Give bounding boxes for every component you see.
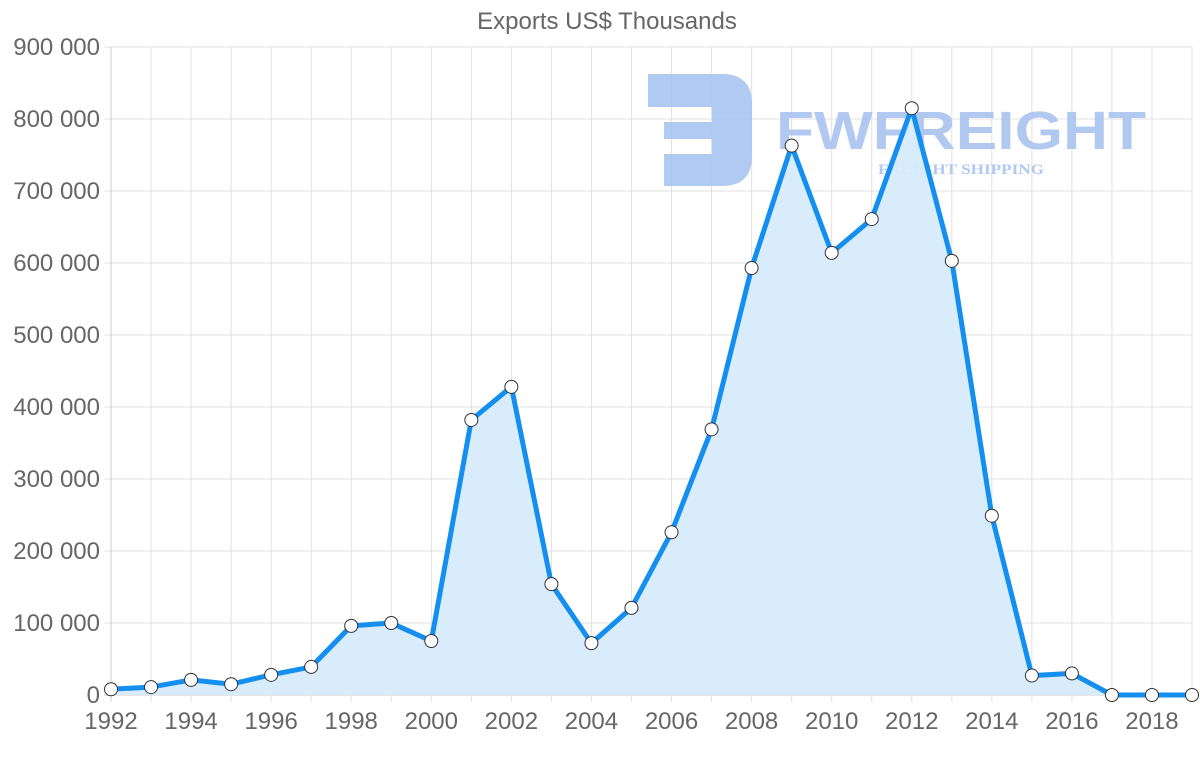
watermark-brand: FWFREIGHT (776, 101, 1146, 161)
x-tick-label: 2018 (1125, 708, 1178, 735)
data-point[interactable] (504, 379, 519, 394)
x-tick-label: 1996 (244, 708, 297, 735)
data-points (104, 101, 1199, 702)
x-tick-label: 2008 (725, 708, 778, 735)
x-tick-label: 2000 (405, 708, 458, 735)
y-tick-label: 200 000 (13, 538, 100, 565)
x-axis: 1992 1994 1996 1998 2000 2002 2004 2006 2008 2010… (84, 708, 1178, 735)
data-point[interactable] (184, 672, 199, 687)
data-point[interactable] (344, 618, 359, 633)
data-point[interactable] (384, 616, 399, 630)
y-tick-label: 900 000 (13, 34, 100, 61)
x-tick-label: 2004 (565, 708, 618, 735)
area-fill (111, 108, 1192, 695)
data-point[interactable] (464, 412, 479, 427)
data-point[interactable] (144, 680, 159, 695)
x-tick-label: 2016 (1045, 708, 1098, 735)
y-tick-label: 700 000 (13, 178, 100, 205)
data-point[interactable] (224, 677, 239, 692)
y-tick-label: 500 000 (13, 322, 100, 349)
y-tick-label: 100 000 (13, 610, 100, 637)
data-point[interactable] (904, 101, 919, 116)
y-tick-label: 0 (87, 682, 100, 709)
x-tick-label: 1994 (164, 708, 217, 735)
data-point[interactable] (664, 525, 679, 540)
x-tick-label: 2006 (645, 708, 698, 735)
data-point[interactable] (1064, 666, 1079, 681)
x-tick-label: 1998 (325, 708, 378, 735)
data-point[interactable] (1024, 668, 1039, 683)
data-point[interactable] (104, 682, 118, 697)
y-tick-label: 600 000 (13, 250, 100, 277)
data-point[interactable] (544, 577, 559, 592)
data-point[interactable] (584, 636, 599, 651)
y-tick-label: 300 000 (13, 466, 100, 493)
chart-title: Exports US$ Thousands (477, 8, 737, 35)
data-point[interactable] (1144, 688, 1159, 702)
x-tick-label: 2012 (885, 708, 938, 735)
x-tick-label: 2010 (805, 708, 858, 735)
y-axis: 0 100 000 200 000 300 000 400 000 500 000 600 … (13, 34, 100, 709)
y-tick-label: 400 000 (13, 394, 100, 421)
data-point[interactable] (264, 667, 279, 682)
data-point[interactable] (784, 138, 799, 153)
y-tick-label: 800 000 (13, 106, 100, 133)
x-tick-label: 2014 (965, 708, 1018, 735)
data-point[interactable] (624, 600, 639, 615)
data-point[interactable] (744, 261, 759, 276)
series-line (110, 105, 1192, 698)
data-point[interactable] (984, 508, 999, 523)
data-point[interactable] (704, 422, 719, 437)
data-point[interactable] (1185, 688, 1199, 702)
x-tick-label: 1992 (84, 708, 137, 735)
logo-icon (648, 74, 752, 186)
data-point[interactable] (864, 212, 879, 227)
data-point[interactable] (824, 245, 839, 260)
data-point[interactable] (944, 253, 959, 268)
data-point[interactable] (424, 634, 439, 648)
x-tick-label: 2002 (485, 708, 538, 735)
data-point[interactable] (1104, 688, 1119, 702)
data-point[interactable] (304, 659, 319, 674)
